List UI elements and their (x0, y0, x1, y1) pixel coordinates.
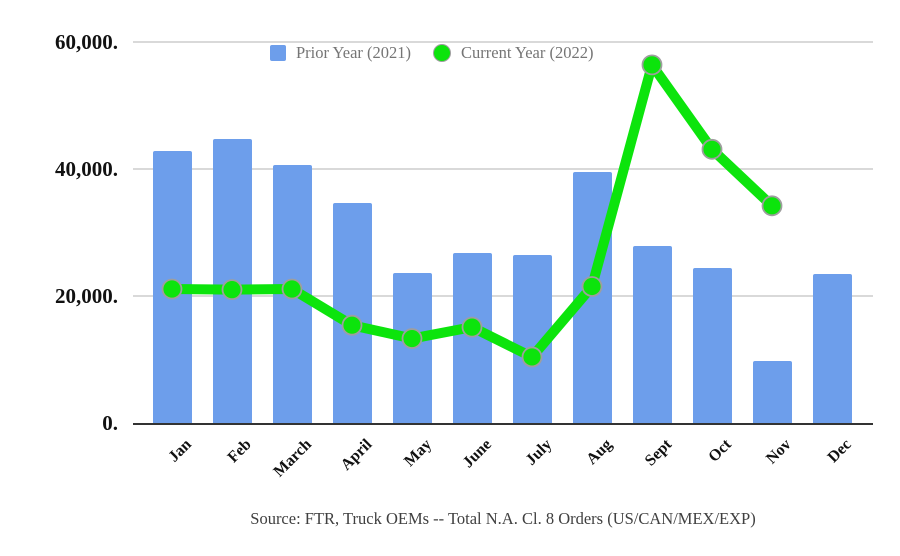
x-label-June: June (459, 436, 496, 472)
legend-entry-prior-year: Prior Year (2021) (270, 43, 411, 63)
bar-Nov (752, 361, 792, 423)
x-label-Nov: Nov (763, 436, 796, 468)
y-tick-label-20000: 20,000. (55, 284, 118, 308)
legend-label-prior-year: Prior Year (2021) (296, 43, 412, 62)
legend-entry-current-year: Current Year (2022) (433, 43, 593, 63)
x-label-Jan: Jan (165, 436, 196, 466)
chart-legend: Prior Year (2021) Current Year (2022) (270, 40, 593, 66)
bar-Dec (812, 274, 852, 423)
x-label-Dec: Dec (824, 436, 856, 467)
bar-Aug (572, 172, 612, 423)
x-label-July: July (522, 436, 556, 469)
bar-April (332, 202, 372, 423)
line-point-Nov (761, 195, 783, 217)
x-axis-line (133, 423, 873, 425)
bar-July (512, 254, 552, 423)
x-label-May: May (401, 436, 436, 471)
bar-Jan (152, 151, 192, 423)
bar-June (452, 253, 492, 423)
bar-Sept (632, 245, 672, 423)
x-label-Aug: Aug (582, 436, 616, 469)
gridline-60000 (133, 41, 873, 43)
bar-Feb (212, 139, 252, 423)
x-label-Feb: Feb (224, 436, 256, 467)
x-label-Oct: Oct (705, 436, 736, 466)
x-label-Sept: Sept (641, 436, 676, 470)
y-tick-label-40000: 40,000. (55, 157, 118, 181)
y-tick-label-60000: 60,000. (55, 30, 118, 54)
y-tick-label-0: 0. (102, 411, 118, 435)
line-point-Oct (701, 138, 723, 160)
bar-March (272, 164, 312, 423)
line-point-Sept (641, 54, 663, 76)
bar-May (392, 273, 432, 423)
prior-year-swatch-icon (270, 45, 286, 61)
bar-Oct (692, 268, 732, 423)
legend-label-current-year: Current Year (2022) (461, 43, 594, 62)
source-note: Source: FTR, Truck OEMs -- Total N.A. Cl… (250, 509, 756, 528)
x-label-March: March (270, 436, 316, 481)
current-year-swatch-icon (433, 44, 452, 62)
x-label-April: April (337, 436, 376, 474)
